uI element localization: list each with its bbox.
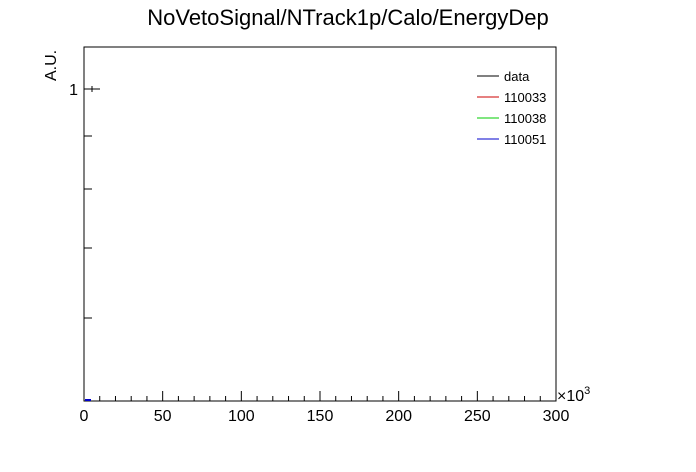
legend: data 110033 110038 110051 bbox=[477, 69, 546, 147]
y-axis-label: A.U. bbox=[43, 50, 60, 81]
legend-label-110051: 110051 bbox=[504, 132, 546, 147]
legend-label-110038: 110038 bbox=[504, 111, 546, 126]
x-axis: 0 50 100 150 200 250 300 bbox=[80, 391, 570, 425]
y-tick-label: 1 bbox=[69, 82, 78, 99]
x-tick-label: 200 bbox=[385, 408, 412, 425]
legend-label-110033: 110033 bbox=[504, 90, 546, 105]
y-axis: 1 bbox=[69, 82, 100, 319]
chart-marks bbox=[84, 86, 99, 401]
x-tick-label: 300 bbox=[543, 408, 570, 425]
x-tick-label: 250 bbox=[464, 408, 491, 425]
x-tick-label: 0 bbox=[80, 408, 89, 425]
x-tick-label: 100 bbox=[228, 408, 255, 425]
x-tick-label: 150 bbox=[307, 408, 334, 425]
legend-label-data: data bbox=[504, 69, 530, 84]
chart-title: NoVetoSignal/NTrack1p/Calo/EnergyDep bbox=[147, 5, 549, 30]
x-axis-multiplier: ×103 bbox=[557, 385, 590, 405]
x-multiplier-base: ×10 bbox=[557, 388, 584, 405]
plot-frame bbox=[83, 46, 557, 402]
x-multiplier-exponent: 3 bbox=[584, 385, 590, 397]
x-tick-label: 50 bbox=[154, 408, 172, 425]
